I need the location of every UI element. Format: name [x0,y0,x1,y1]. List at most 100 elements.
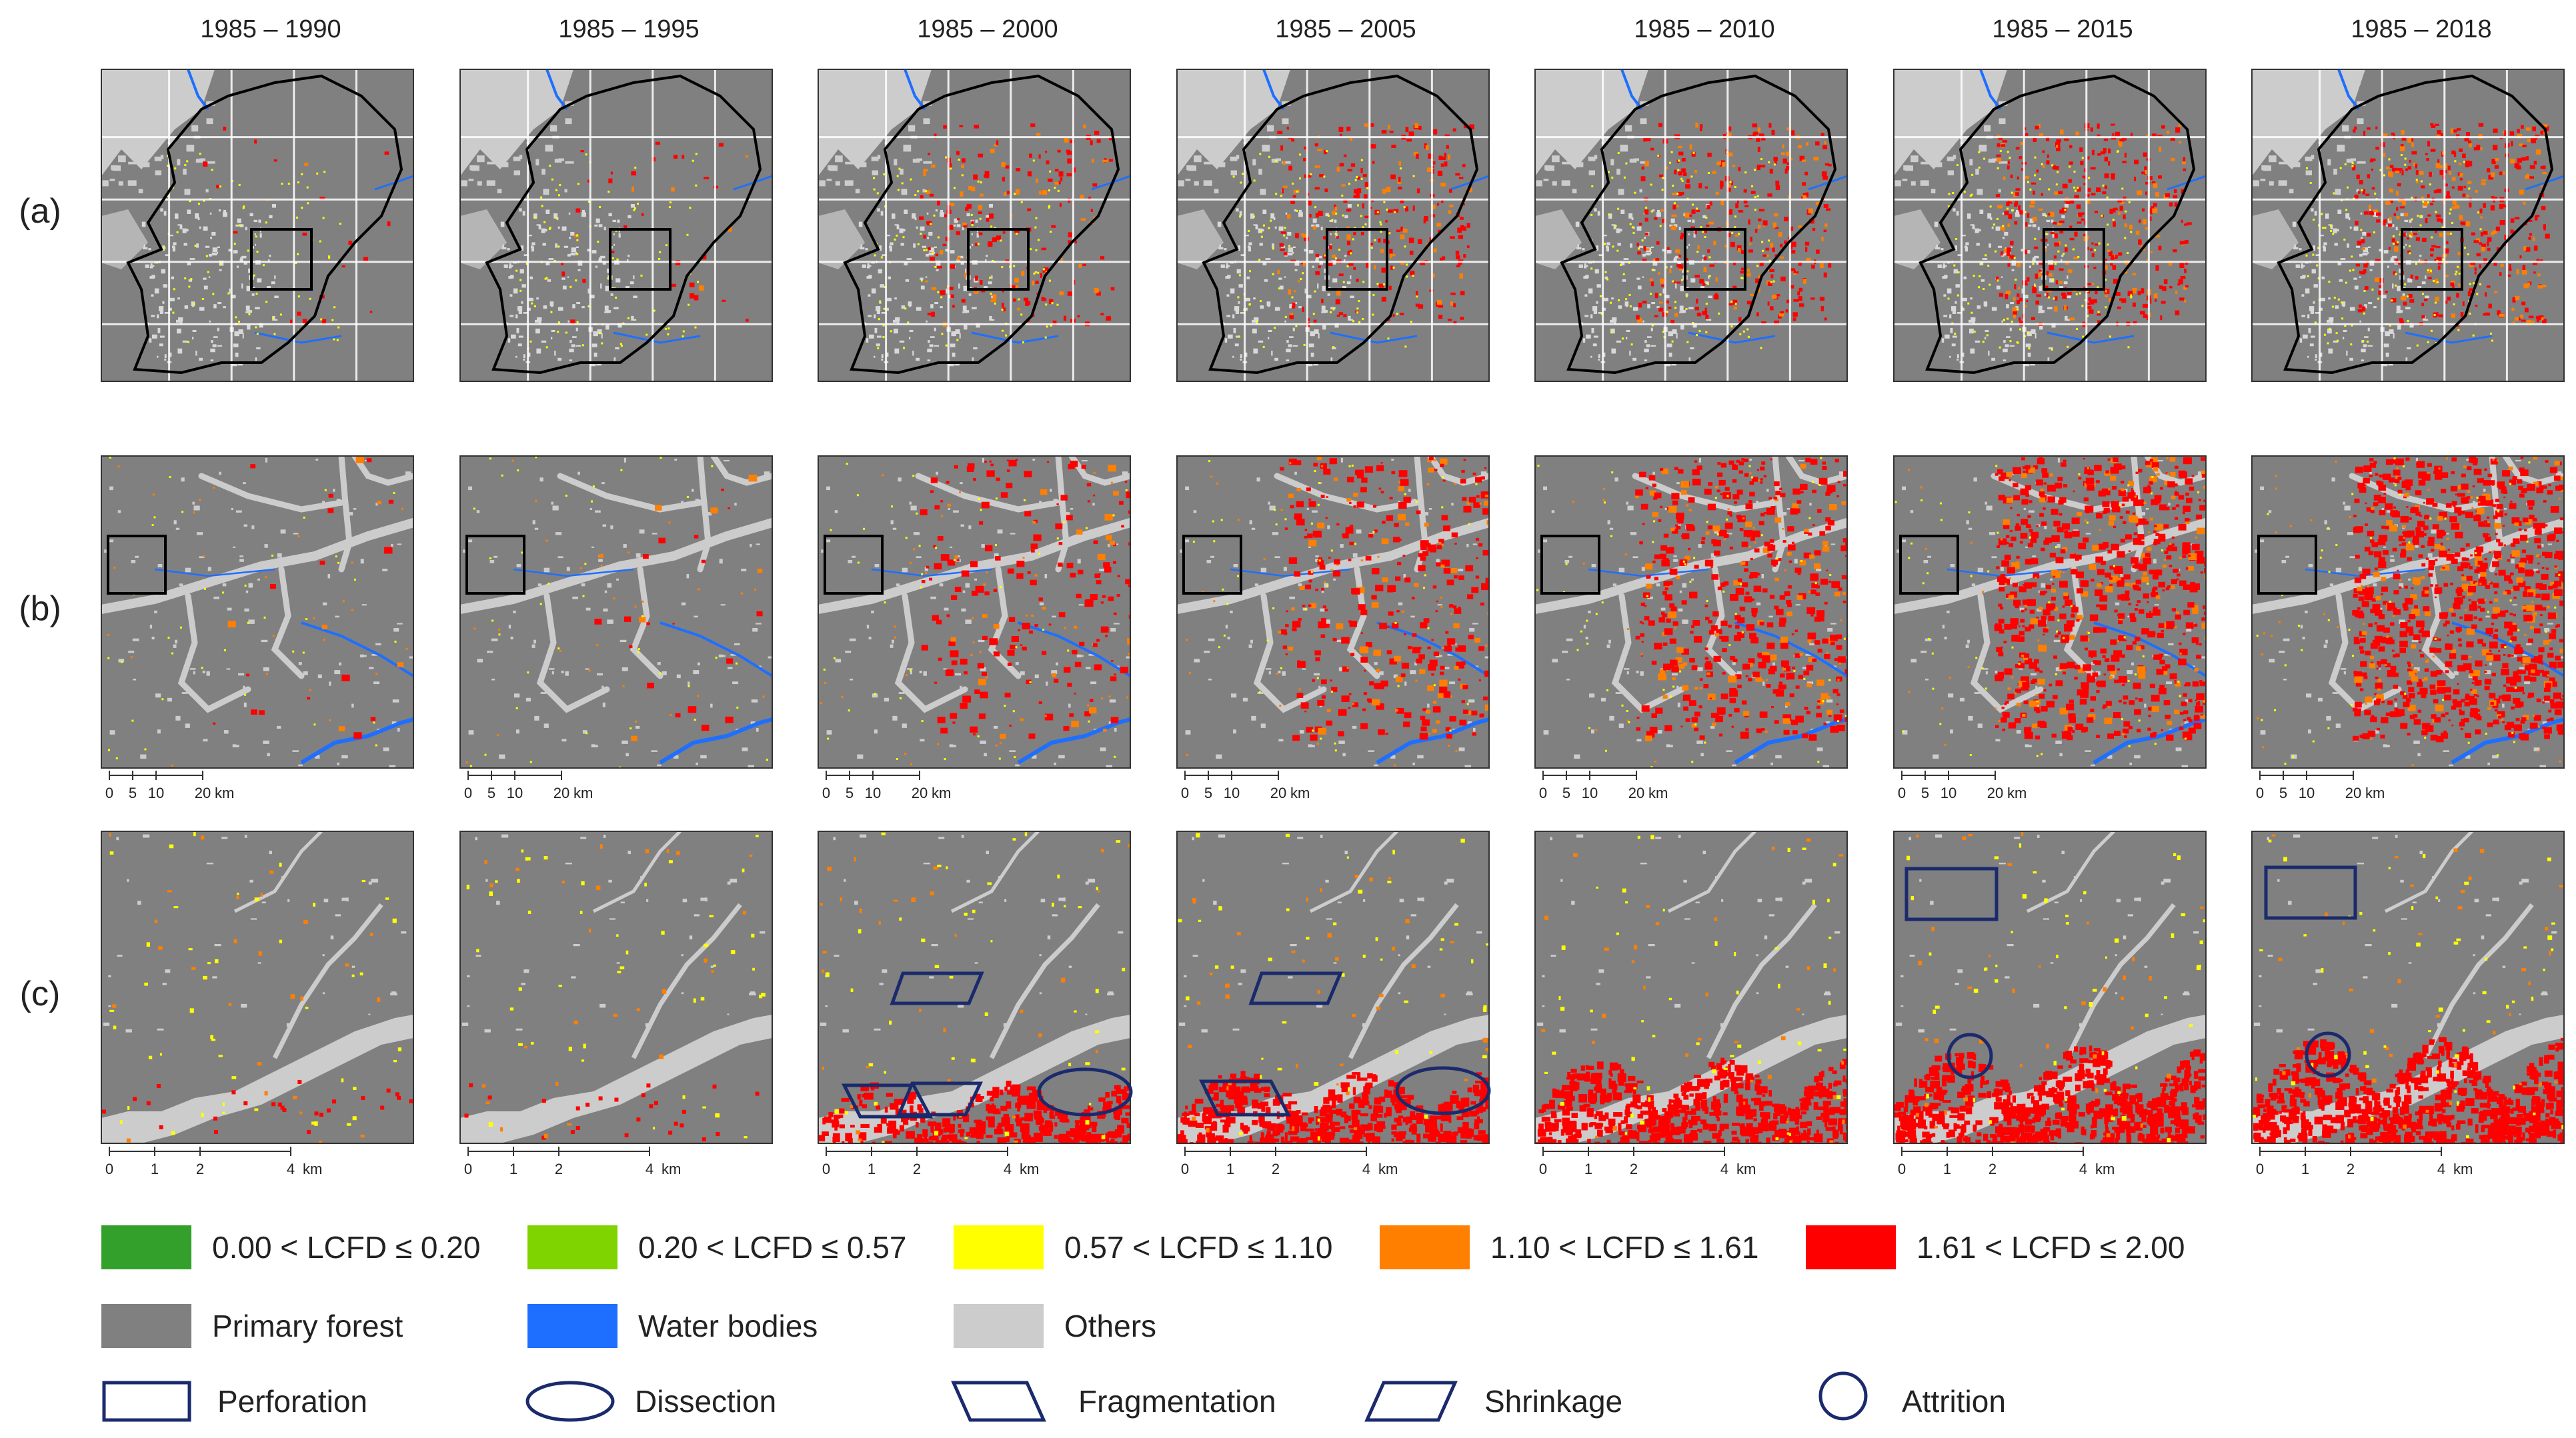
change-pixel [255,326,257,329]
change-pixel [1383,283,1386,286]
change-pixel [2409,252,2411,255]
others-patch [1288,247,1294,252]
others-patch [764,471,770,476]
change-pixel [900,697,902,699]
others-patch [164,312,170,314]
others-patch [1262,209,1267,214]
change-pixel [1995,250,1997,253]
others-patch [322,602,327,606]
others-patch [192,329,197,332]
others-patch [1688,233,1690,235]
change-pixel [2435,163,2440,168]
change-pixel [1007,568,1014,574]
change-pixel [2132,302,2136,307]
others-patch [2346,351,2348,356]
change-pixel [2179,263,2185,268]
change-pixel [940,500,944,503]
change-pixel [309,297,311,300]
others-patch [1311,224,1315,227]
change-pixel [1400,313,1404,315]
others-patch [879,245,882,251]
change-pixel [2487,241,2489,247]
change-pixel [1110,717,1119,723]
change-pixel [2421,303,2424,307]
change-pixel [1640,176,1646,181]
others-patch [102,115,109,123]
change-pixel [2145,191,2148,195]
others-patch [2269,155,2277,163]
others-patch [2409,323,2414,328]
change-pixel [2069,225,2073,229]
change-pixel [169,476,171,479]
change-pixel [1352,238,1354,241]
others-patch [1894,99,1898,101]
forest-background [460,456,772,768]
others-patch [195,159,203,163]
change-pixel [1338,127,1344,132]
change-pixel [711,465,714,467]
others-patch [2046,219,2050,223]
others-patch [1652,209,1654,212]
others-patch [572,336,577,338]
change-pixel [2112,219,2115,221]
change-pixel [1069,713,1074,717]
change-pixel [2521,319,2526,322]
change-pixel [2377,297,2380,300]
change-pixel [1631,226,1634,229]
river [1620,69,1643,111]
change-pixel [1347,251,1351,255]
change-pixel [1015,646,1018,649]
others-patch [245,590,249,593]
others-patch [613,243,615,246]
change-pixel [2062,295,2067,299]
others-patch [1973,87,1983,92]
change-pixel [1275,159,1278,162]
others-patch [927,359,931,361]
change-pixel [1128,584,1130,587]
change-pixel [1720,201,1724,205]
change-pixel [2054,306,2058,312]
change-pixel [1823,229,1827,232]
change-pixel [2049,265,2055,271]
change-pixel [1087,500,1090,503]
others-patch [951,745,956,747]
change-pixel [1296,209,1298,212]
change-pixel [1409,250,1414,255]
change-pixel [2006,251,2011,256]
change-pixel [1997,158,2002,162]
others-patch [1612,317,1617,322]
others-patch [615,278,621,283]
others-patch [2359,276,2361,278]
others-patch [1610,328,1615,334]
change-pixel [2433,279,2435,282]
others-patch [826,730,832,735]
change-pixel [1332,346,1335,349]
change-pixel [762,695,765,698]
others-patch [1632,307,1638,311]
change-pixel [292,650,295,653]
change-pixel [117,465,120,468]
change-pixel [2415,263,2417,265]
others-patch [950,250,955,254]
others-patch [249,213,253,217]
others-patch [876,343,880,347]
panel-frame [2251,69,2565,382]
change-pixel [956,231,961,235]
others-patch [187,261,191,266]
change-pixel [216,185,219,189]
others-patch [1610,159,1614,166]
change-pixel [1453,303,1456,307]
change-pixel [235,316,237,319]
others-patch [1321,305,1326,311]
change-pixel [2529,233,2532,236]
others-patch [1344,215,1348,219]
others-patch [2364,336,2369,338]
others-patch [1203,180,1212,186]
change-pixel [2463,247,2466,249]
others-patch [1942,143,1951,147]
change-pixel [1420,261,1426,265]
change-pixel [1042,629,1045,631]
others-patch [1217,221,1222,227]
others-patch [896,107,902,115]
change-pixel [1727,184,1731,188]
